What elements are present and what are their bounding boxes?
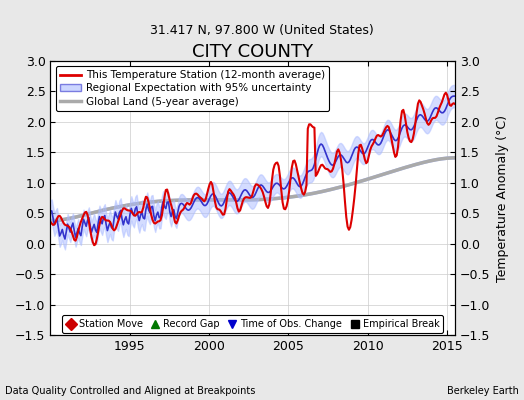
Global Land (5-year average): [177, 198, 183, 202]
Y-axis label: Temperature Anomaly (°C): Temperature Anomaly (°C): [496, 114, 509, 282]
Global Land (5-year average): [341, 184, 347, 189]
Line: Global Land (5-year average): Global Land (5-year average): [50, 158, 455, 221]
Global Land (5-year average): [237, 198, 243, 202]
Text: Berkeley Earth: Berkeley Earth: [447, 386, 519, 396]
Global Land (5-year average): [47, 218, 53, 223]
Global Land (5-year average): [327, 187, 333, 192]
Legend: Station Move, Record Gap, Time of Obs. Change, Empirical Break: Station Move, Record Gap, Time of Obs. C…: [62, 315, 443, 333]
Global Land (5-year average): [452, 156, 458, 160]
Text: 31.417 N, 97.800 W (United States): 31.417 N, 97.800 W (United States): [150, 24, 374, 37]
Title: CITY COUNTY: CITY COUNTY: [192, 43, 313, 61]
Text: Data Quality Controlled and Aligned at Breakpoints: Data Quality Controlled and Aligned at B…: [5, 386, 256, 396]
Global Land (5-year average): [189, 198, 195, 202]
Global Land (5-year average): [404, 164, 410, 169]
